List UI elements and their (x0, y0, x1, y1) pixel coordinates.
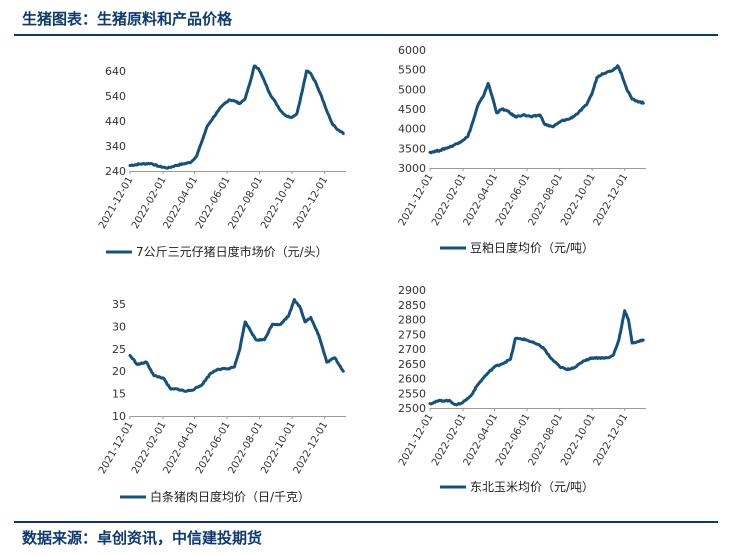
chart-corn-svg: 2500255026002650270027502800285029002021… (397, 284, 646, 494)
chart-pork-price: 10 15 20 25 30 35 2021-12-01 2022-02-01 2022-04-… (0, 278, 370, 518)
x-tick-label: 2022-04-01 (162, 420, 201, 476)
series-line (428, 64, 645, 155)
y-tick-label: 2900 (398, 284, 426, 297)
y-tick-label: 6000 (398, 44, 426, 57)
x-tick-label: 2022-06-01 (194, 420, 233, 476)
y-tick-label: 2700 (398, 343, 426, 356)
series-line (428, 309, 645, 407)
x-tick-label: 2022-12-01 (592, 172, 631, 228)
chart-pork-svg: 1015202530352021-12-012022-02-012022-04-… (97, 298, 346, 504)
legend-label: 豆粕日度均价（元/吨） (470, 240, 594, 255)
y-tick-label: 4000 (398, 123, 426, 136)
x-tick-label: 2022-10-01 (259, 175, 298, 231)
y-tick-label: 15 (112, 388, 126, 401)
y-tick-label: 640 (105, 65, 126, 78)
y-tick-label: 2800 (398, 314, 426, 327)
series-line (128, 64, 345, 170)
x-tick-label: 2022-08-01 (227, 175, 266, 231)
x-tick-label: 2022-06-01 (494, 172, 533, 228)
y-tick-label: 2600 (398, 373, 426, 386)
y-tick-label: 5500 (398, 64, 426, 77)
bottom-rule (14, 521, 718, 523)
x-tick-label: 2022-06-01 (494, 412, 533, 468)
page-title: 生猪图表：生猪原料和产品价格 (22, 10, 233, 28)
y-tick-label: 2550 (398, 387, 426, 400)
source-note: 数据来源：卓创资讯，中信建投期货 (22, 529, 263, 547)
y-tick-label: 3000 (398, 162, 426, 175)
x-tick-label: 2022-10-01 (259, 420, 298, 476)
chart-corn-price: 2500 2550 2600 2650 2700 2750 2800 2850 2900 2021… (370, 278, 740, 518)
y-tick-label: 2850 (398, 299, 426, 312)
top-rule (14, 34, 718, 36)
x-tick-label: 2022-12-01 (292, 420, 331, 476)
legend-label: 东北玉米均价（元/吨） (470, 480, 594, 494)
x-tick-label: 2022-04-01 (462, 172, 501, 228)
y-tick-label: 20 (112, 365, 126, 378)
chart-piglet-svg: 2403404405406402021-12-012022-02-012022-… (97, 64, 346, 259)
x-tick-label: 2022-04-01 (462, 412, 501, 468)
y-tick-label: 2500 (398, 402, 426, 415)
x-tick-label: 2021-12-01 (97, 175, 136, 231)
x-tick-label: 2022-04-01 (162, 175, 201, 231)
legend-label: 白条猪肉日度均价（日/千克） (150, 489, 310, 504)
x-tick-label: 2021-12-01 (397, 412, 436, 468)
y-tick-label: 10 (112, 410, 126, 423)
y-tick-label: 5000 (398, 83, 426, 96)
x-tick-label: 2022-12-01 (292, 175, 331, 231)
y-tick-label: 340 (105, 140, 126, 153)
y-tick-label: 540 (105, 90, 126, 103)
x-tick-label: 2022-08-01 (227, 420, 266, 476)
y-tick-label: 240 (105, 165, 126, 178)
series-line (128, 298, 345, 393)
chart-soymeal-price: 3000 3500 4000 4500 5000 5500 6000 2021-12-01 20… (370, 36, 740, 276)
x-tick-label: 2022-08-01 (527, 412, 566, 468)
y-tick-label: 35 (112, 298, 126, 311)
y-tick-label: 440 (105, 115, 126, 128)
chart-piglet-price: 240 340 440 540 640 2021-12-01 2022-02-01 2022-… (0, 36, 370, 276)
x-tick-label: 2021-12-01 (397, 172, 436, 228)
x-tick-label: 2022-10-01 (559, 172, 598, 228)
y-tick-label: 2650 (398, 358, 426, 371)
y-tick-label: 30 (112, 320, 126, 333)
x-tick-label: 2022-08-01 (527, 172, 566, 228)
y-tick-label: 25 (112, 343, 126, 356)
y-tick-label: 2750 (398, 328, 426, 341)
x-tick-label: 2021-12-01 (97, 420, 136, 476)
legend-label: 7公斤三元仔猪日度市场价（元/头） (136, 244, 328, 259)
x-tick-label: 2022-06-01 (194, 175, 233, 231)
y-tick-label: 4500 (398, 103, 426, 116)
x-tick-label: 2022-12-01 (592, 412, 631, 468)
y-tick-label: 3500 (398, 142, 426, 155)
x-tick-label: 2022-10-01 (559, 412, 598, 468)
chart-soymeal-svg: 3000 3500 4000 4500 5000 5500 6000 2021-12-01 20… (397, 44, 646, 255)
